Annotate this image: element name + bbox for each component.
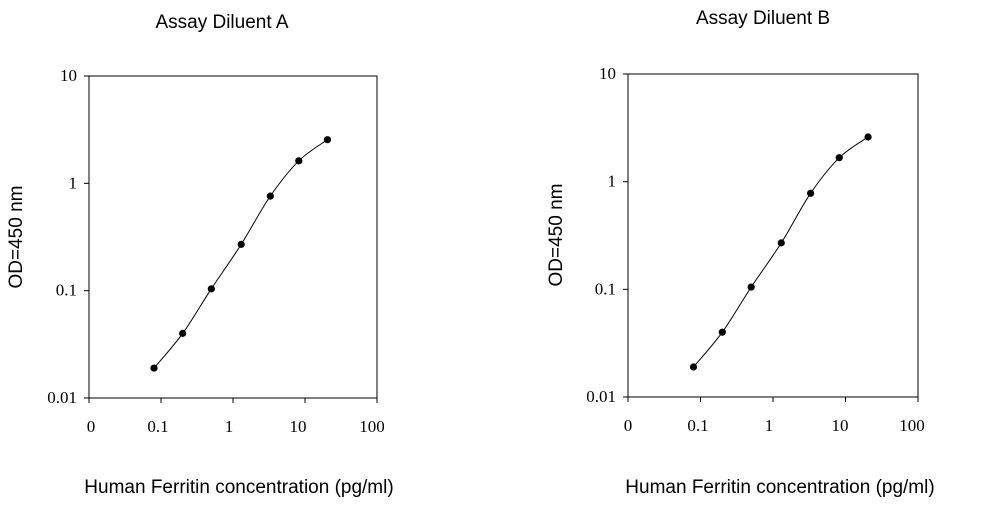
x-tick-label: 10 [290, 417, 307, 436]
x-axis: 0 0.1 1 10 100 [624, 397, 925, 435]
data-point [179, 329, 187, 337]
y-tick-label: 0.1 [56, 281, 77, 300]
x-tick-label: 0.1 [147, 417, 168, 436]
x-tick-label: 100 [359, 417, 385, 436]
x-tick-label: 1 [765, 416, 774, 435]
y-axis-label: OD=450 nm [6, 186, 27, 289]
plot-frame [627, 73, 919, 398]
chart-panel-a: Assay Diluent A 0.01 0.1 1 10 0 0.1 1 10 100 OD… [6, 12, 394, 498]
data-point [323, 136, 332, 144]
data-point [207, 285, 215, 293]
x-axis-label: Human Ferritin concentration (pg/ml) [625, 477, 934, 498]
data-point [718, 328, 726, 336]
y-axis: 0.01 0.1 1 10 [47, 66, 89, 407]
x-tick-label: 0 [624, 416, 633, 435]
data-point [237, 240, 245, 248]
plot-frame [88, 75, 378, 399]
x-tick-label: 100 [899, 416, 925, 435]
data-series [150, 136, 332, 372]
data-point [806, 189, 815, 197]
x-axis: 0 0.1 1 10 100 [87, 398, 385, 436]
x-tick-label: 10 [832, 416, 849, 435]
data-point [747, 283, 755, 291]
chart-title: Assay Diluent A [155, 12, 288, 33]
data-series [689, 133, 872, 371]
data-point [864, 133, 872, 141]
y-tick-label: 1 [608, 172, 617, 191]
y-axis-label: OD=450 nm [546, 184, 567, 287]
data-point [150, 364, 158, 372]
y-tick-label: 0.01 [47, 388, 77, 407]
x-tick-label: 0.1 [687, 416, 708, 435]
x-tick-label: 1 [225, 417, 234, 436]
x-axis-label: Human Ferritin concentration (pg/ml) [84, 477, 393, 498]
data-point [777, 239, 785, 247]
data-point [835, 154, 843, 162]
x-tick-label: 0 [87, 417, 96, 436]
y-tick-label: 0.01 [586, 387, 616, 406]
chart-title: Assay Diluent B [696, 8, 830, 29]
y-tick-label: 0.1 [595, 279, 616, 298]
y-tick-label: 10 [60, 66, 77, 85]
chart-panel-b: Assay Diluent B 0.01 0.1 1 10 0 0.1 1 10 100 OD… [546, 8, 935, 498]
data-point [689, 363, 698, 371]
data-point [266, 192, 274, 200]
data-point [295, 157, 303, 165]
y-tick-label: 1 [69, 173, 78, 192]
y-tick-label: 10 [599, 64, 616, 83]
y-axis: 0.01 0.1 1 10 [586, 64, 628, 406]
